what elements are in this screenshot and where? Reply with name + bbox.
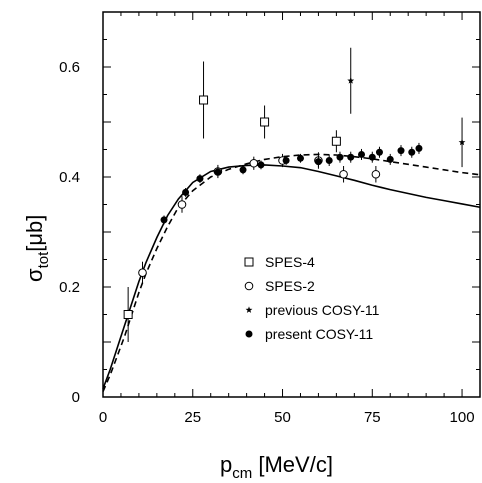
legend-label: present COSY-11 [265, 326, 373, 342]
data-point-open-circle [138, 268, 147, 278]
y-axis-title: σtot[μb] [22, 215, 52, 282]
data-point-filled-circle [314, 158, 322, 166]
data-points [123, 47, 466, 342]
y-axis-title-sub: tot [35, 251, 52, 269]
legend-label: SPES-4 [265, 254, 315, 270]
data-point-filled-circle [182, 188, 190, 196]
x-axis-title-main: p [220, 452, 232, 477]
curve-dashed [102, 153, 481, 392]
data-point-filled-circle [408, 148, 416, 156]
data-point-open-square [331, 136, 341, 146]
y-tick-label: 0.2 [59, 279, 80, 296]
axis-ticks: 0 25 50 75 100 0 0.2 0.4 0.6 [59, 11, 481, 426]
data-point-filled-circle [325, 157, 333, 164]
x-tick-label: 0 [99, 409, 107, 426]
x-tick-label: 100 [450, 409, 475, 426]
data-point-filled-circle [386, 155, 394, 163]
data-point-filled-circle [397, 147, 405, 155]
legend-marker-star [245, 306, 253, 313]
y-tick-label: 0.6 [59, 59, 80, 76]
y-tick-label: 0.4 [59, 169, 80, 186]
data-point-filled-circle [358, 150, 366, 158]
data-point-filled-circle [160, 216, 168, 224]
data-point-filled-circle [257, 161, 265, 169]
legend-marker-open-square [244, 257, 254, 267]
data-point-filled-circle [239, 166, 247, 174]
curve-solid [102, 164, 481, 390]
data-point-open-circle [339, 169, 348, 179]
data-point-filled-circle [296, 154, 304, 162]
x-axis-title-sub: cm [232, 465, 252, 482]
data-point-filled-circle [415, 144, 423, 152]
data-point-star [347, 77, 355, 84]
data-point-open-square [260, 117, 270, 127]
data-point-open-circle [371, 169, 381, 179]
legend-label: SPES-2 [265, 278, 315, 294]
x-tick-label: 75 [364, 409, 381, 426]
legend-marker-filled-circle [245, 330, 253, 338]
data-point-filled-circle [282, 157, 290, 164]
data-point-open-circle [249, 158, 259, 168]
legend: SPES-4 SPES-2 previous COSY-11 present COSY… [244, 254, 380, 342]
data-point-open-square [123, 310, 133, 319]
x-tick-label: 50 [274, 409, 291, 426]
y-axis-title-main: σ [22, 268, 47, 282]
y-tick-label: 0 [72, 389, 80, 406]
data-point-star [458, 138, 466, 146]
x-axis-title-rest: [MeV/c] [252, 452, 333, 477]
data-point-filled-circle [336, 153, 344, 161]
model-curves [102, 153, 481, 392]
x-tick-label: 25 [184, 409, 201, 426]
data-point-filled-circle [368, 153, 376, 161]
legend-marker-open-circle [244, 281, 254, 291]
data-point-filled-circle [214, 168, 222, 176]
data-point-open-square [199, 95, 209, 105]
data-point-filled-circle [196, 175, 204, 183]
x-axis-title: pcm [MeV/c] [220, 452, 333, 482]
y-axis-title-rest: [μb] [22, 215, 47, 252]
data-point-open-circle [177, 200, 187, 209]
data-point-filled-circle [347, 153, 355, 161]
data-point-filled-circle [375, 148, 383, 156]
legend-label: previous COSY-11 [265, 302, 380, 318]
